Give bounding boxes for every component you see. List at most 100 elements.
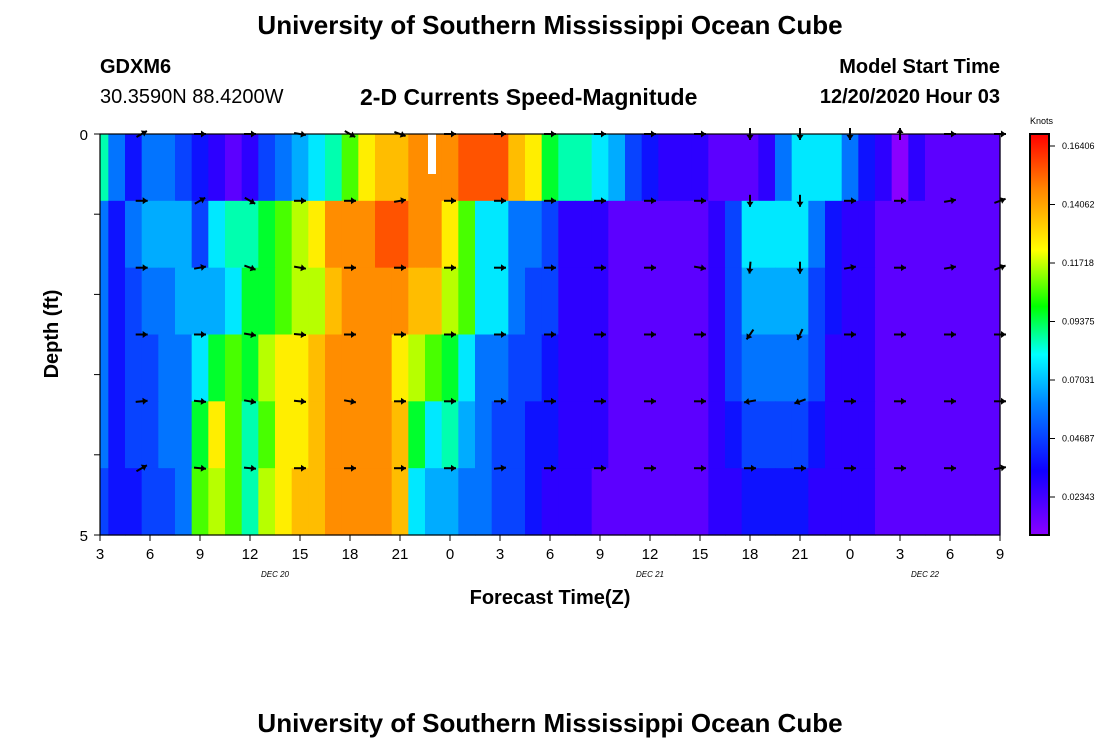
- current-vector-arrow: [694, 331, 706, 338]
- heatmap-cell: [108, 200, 126, 269]
- colorbar: [1029, 133, 1050, 536]
- heatmap-cell: [991, 468, 1001, 536]
- current-vector-arrow: [394, 264, 406, 272]
- current-vector-arrow: [293, 397, 307, 405]
- current-vector-arrow: [194, 196, 206, 205]
- heatmap-cell: [491, 134, 509, 202]
- heatmap-cell: [758, 134, 776, 202]
- heatmap-cell: [891, 401, 909, 469]
- heatmap-cell: [358, 200, 376, 269]
- heatmap-cell: [708, 134, 726, 202]
- heatmap-cell: [458, 401, 476, 469]
- y-axis-label: Depth (ft): [41, 290, 63, 379]
- heatmap-cell: [975, 401, 993, 469]
- current-vector-arrow: [694, 397, 706, 405]
- heatmap-cell: [341, 401, 359, 469]
- heatmap-cell: [100, 267, 109, 336]
- heatmap-cell: [975, 334, 993, 402]
- heatmap-cell: [108, 401, 126, 469]
- current-vector-arrow: [844, 397, 856, 405]
- heatmap-cell: [508, 334, 526, 402]
- heatmap-cell: [791, 267, 809, 336]
- station-coords: 30.3590N 88.4200W: [100, 86, 284, 108]
- heatmap-cell: [208, 334, 226, 402]
- current-vector-arrow: [944, 331, 956, 338]
- heatmap-cell: [241, 200, 259, 269]
- heatmap-cell: [508, 200, 526, 269]
- heatmap-cell: [675, 468, 693, 536]
- heatmap-cell: [158, 401, 176, 469]
- heatmap-cell: [925, 200, 943, 269]
- current-vector-arrow: [294, 464, 306, 472]
- chart-title: 2-D Currents Speed-Magnitude: [360, 84, 698, 110]
- heatmap-cell: [558, 401, 576, 469]
- current-vector-arrow: [135, 331, 148, 338]
- heatmap-cell: [491, 267, 509, 336]
- heatmap-cell: [308, 334, 326, 402]
- heatmap-cell: [375, 334, 393, 402]
- heatmap-cell: [925, 134, 943, 202]
- heatmap-cell: [475, 468, 493, 536]
- current-vector-arrow: [135, 397, 148, 405]
- heatmap-cell: [675, 334, 693, 402]
- heatmap-cell: [525, 134, 543, 202]
- heatmap-cell: [858, 401, 876, 469]
- heatmap-cell: [625, 401, 643, 469]
- current-vector-arrow: [344, 264, 356, 272]
- heatmap-cell: [241, 401, 259, 469]
- heatmap-cell: [791, 401, 809, 469]
- heatmap-cell: [425, 401, 443, 469]
- heatmap-cell: [758, 468, 776, 536]
- current-vector-arrow: [136, 464, 148, 473]
- heatmap-cell: [991, 334, 1001, 402]
- heatmap-cell: [725, 401, 743, 469]
- heatmap-cell: [141, 134, 159, 202]
- heatmap-cell: [291, 200, 309, 269]
- heatmap-cell: [875, 200, 893, 269]
- heatmap-cell: [225, 334, 243, 402]
- heatmap-cell: [341, 134, 359, 202]
- heatmap-cell: [575, 200, 593, 269]
- current-vector-arrow: [244, 196, 256, 205]
- heatmap-cell: [725, 468, 743, 536]
- heatmap-cell: [691, 334, 709, 402]
- heatmap-cell: [458, 134, 476, 202]
- current-vector-arrow: [194, 331, 206, 338]
- heatmap-cell: [875, 134, 893, 202]
- heatmap-cell: [725, 200, 743, 269]
- heatmap-cell: [658, 468, 676, 536]
- heatmap-cell: [258, 200, 276, 269]
- current-vector-arrow: [544, 264, 556, 272]
- heatmap-cell: [175, 200, 193, 269]
- heatmap-cell: [325, 134, 343, 202]
- heatmap-cell: [141, 200, 159, 269]
- heatmap-cell: [258, 401, 276, 469]
- colorbar-tick-label: 0.09375: [1062, 317, 1095, 327]
- heatmap-cell: [525, 200, 543, 269]
- heatmap-cell: [841, 267, 859, 336]
- heatmap-cell: [158, 267, 176, 336]
- heatmap-cell: [125, 401, 143, 469]
- heatmap-cell: [825, 334, 843, 402]
- heatmap-cell: [491, 334, 509, 402]
- heatmap-cell: [991, 134, 1001, 202]
- current-vector-arrow: [294, 197, 306, 205]
- heatmap-cell: [841, 468, 859, 536]
- heatmap-cell: [691, 200, 709, 269]
- current-vector-arrow: [894, 264, 906, 272]
- heatmap-cell: [958, 267, 976, 336]
- heatmap-cell: [908, 334, 926, 402]
- heatmap-cell: [308, 401, 326, 469]
- heatmap-cell: [941, 134, 959, 202]
- colorbar-tick-label: 0.11718: [1062, 258, 1094, 268]
- heatmap-cell: [758, 334, 776, 402]
- heatmap-cell: [225, 134, 243, 202]
- model-start-value: 12/20/2020 Hour 03: [819, 86, 1000, 108]
- heatmap-cell: [275, 401, 293, 469]
- current-vector-arrow: [644, 397, 656, 405]
- heatmap-cell: [375, 200, 393, 269]
- heatmap-cell: [358, 401, 376, 469]
- x-tick-label: 18: [742, 546, 759, 563]
- heatmap-cell: [458, 334, 476, 402]
- heatmap-cell: [591, 334, 609, 402]
